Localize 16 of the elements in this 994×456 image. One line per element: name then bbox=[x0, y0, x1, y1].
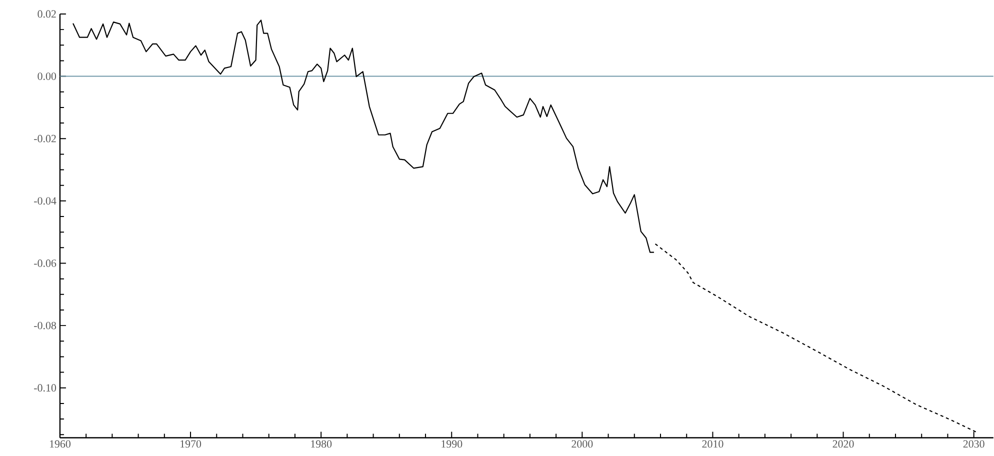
x-tick-label: 1990 bbox=[442, 440, 462, 448]
y-tick-label: -0.02 bbox=[34, 135, 56, 142]
y-tick-label: -0.08 bbox=[34, 322, 56, 330]
x-tick-label: 2020 bbox=[832, 440, 854, 448]
x-tick-label: 1980 bbox=[311, 440, 332, 448]
y-tick-label: 0.02 bbox=[38, 10, 56, 18]
y-tick-label: -0.04 bbox=[34, 197, 56, 205]
x-tick-label: 1970 bbox=[180, 440, 202, 448]
y-tick-label: -0.06 bbox=[34, 260, 56, 268]
x-tick-label: 1960 bbox=[50, 440, 71, 448]
y-tick-label: 0.00 bbox=[38, 72, 56, 80]
x-tick-label: 2030 bbox=[963, 440, 984, 448]
line-series bbox=[72, 20, 655, 254]
x-tick-label: 2000 bbox=[572, 440, 593, 448]
x-tick-label: 2010 bbox=[702, 440, 724, 448]
y-tick-label: -0.10 bbox=[34, 384, 56, 392]
